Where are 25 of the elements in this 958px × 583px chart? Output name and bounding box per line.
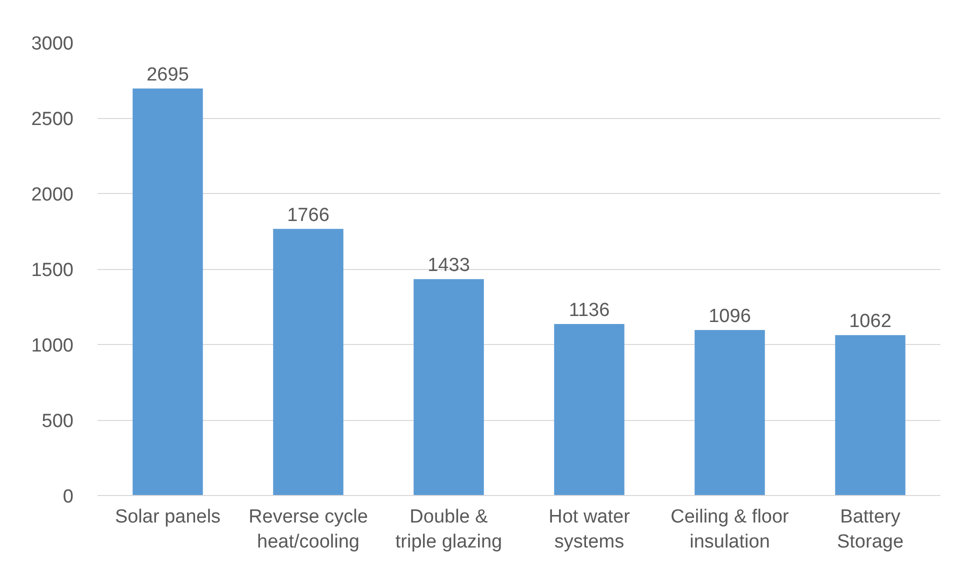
data-label: 1766 <box>287 204 330 226</box>
bar <box>835 335 906 496</box>
y-tick-label: 1500 <box>31 260 74 281</box>
y-tick-label: 2000 <box>31 184 74 206</box>
data-label: 1136 <box>568 300 610 321</box>
x-tick-label: Hot water systems <box>548 506 631 553</box>
y-tick-label: 3000 <box>31 34 74 54</box>
data-label: 1096 <box>708 306 751 328</box>
bar <box>694 330 765 496</box>
bar <box>132 88 203 496</box>
data-label: 1062 <box>849 311 892 332</box>
y-tick-label: 500 <box>42 411 74 432</box>
bar <box>414 279 484 496</box>
x-tick-label: Reverse cycle heat/cooling <box>248 506 368 553</box>
data-label: 1433 <box>428 255 470 276</box>
x-tick-label: Solar panels <box>114 506 221 528</box>
y-tick-label: 1000 <box>31 336 74 356</box>
data-label: 2695 <box>146 64 189 86</box>
y-tick-label: 0 <box>62 486 74 508</box>
x-tick-label: Double & triple glazing <box>395 506 502 553</box>
x-tick-label: Battery Storage <box>836 506 904 553</box>
bar <box>554 324 624 496</box>
y-tick-label: 2500 <box>31 109 74 130</box>
x-tick-label: Ceiling & floor insulation <box>670 506 790 553</box>
bar <box>273 228 344 496</box>
